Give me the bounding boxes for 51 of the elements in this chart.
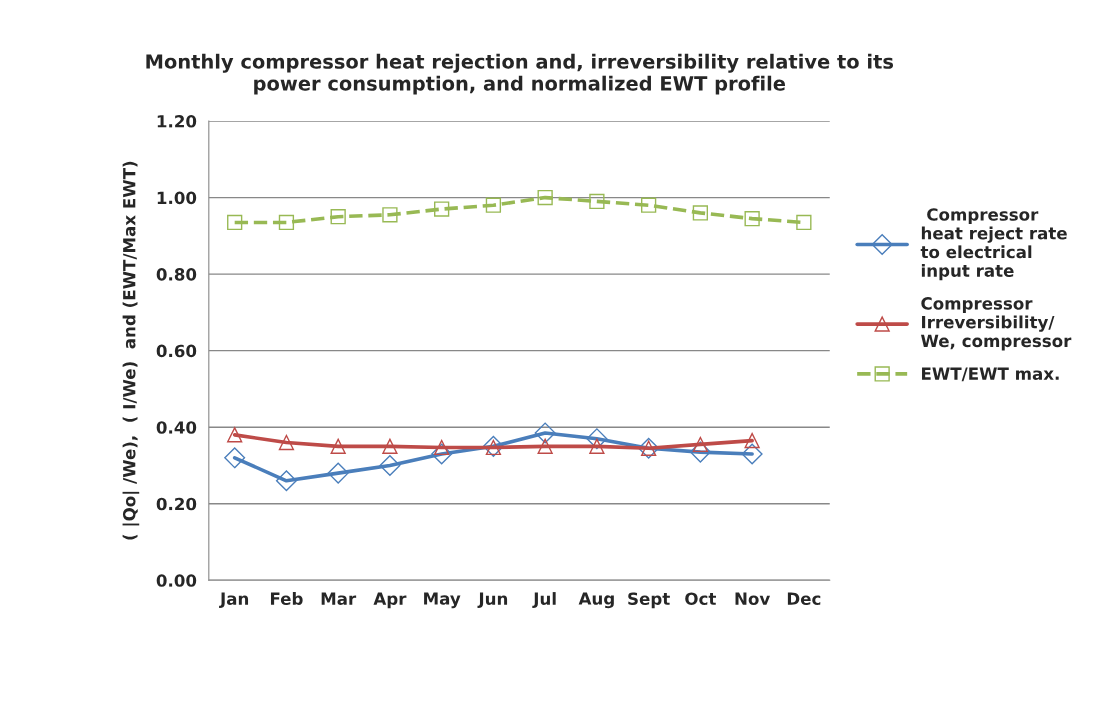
point (485, 197, 502, 213)
x-tick-label: Nov (735, 592, 771, 605)
point (589, 193, 605, 210)
x-tick-label: May (424, 592, 461, 609)
y-tick-label: 1.00 (157, 191, 197, 205)
y-axis-title: ( |Qo| /We), ( I/We) and (EWT/Max EWT) (122, 161, 140, 540)
point (275, 470, 297, 492)
legend-label: EWT/EWT max. (922, 367, 1059, 382)
y-tick-label: 0.00 (156, 574, 197, 587)
point (224, 447, 246, 469)
point (534, 422, 556, 444)
point (431, 443, 453, 465)
legend-label: Compressor Irreversibility/ We, compressor (920, 297, 1072, 351)
y-tick-label: 0.80 (156, 268, 197, 281)
x-tick-label: Jan (219, 592, 249, 609)
point (744, 210, 760, 227)
x-tick-label: Oct (685, 592, 717, 605)
point (537, 438, 553, 454)
chart-title: Monthly compressor heat rejection and, irreversibility relative to its power consumption, and normalized EWT profile (146, 53, 894, 95)
point (537, 189, 553, 206)
x-tick-label: Jun (477, 592, 508, 609)
point (227, 214, 243, 231)
y-tick-label: 0.20 (156, 497, 197, 511)
x-tick-label: Aug (578, 592, 614, 609)
x-tick-label: Sept (628, 592, 670, 609)
point (382, 438, 398, 454)
point (796, 214, 812, 231)
y-tick-label: 0.60 (156, 344, 197, 358)
point (330, 209, 346, 225)
point (278, 434, 295, 451)
point (640, 197, 657, 213)
point (692, 205, 709, 221)
legend-label: Compressor heat reject rate to electrical input rate (920, 208, 1067, 281)
point (689, 441, 711, 463)
point (741, 443, 763, 465)
point (434, 201, 450, 217)
x-tick-label: Feb (270, 592, 303, 605)
x-tick-label: Apr (373, 592, 407, 609)
y-tick-label: 1.20 (157, 115, 197, 128)
x-tick-label: Dec (787, 592, 821, 605)
x-tick-label: Jul (532, 592, 556, 609)
point (744, 432, 760, 449)
y-tick-label: 0.40 (156, 421, 197, 434)
x-tick-label: Mar (321, 592, 357, 605)
point (227, 427, 243, 443)
point (327, 462, 349, 484)
point (330, 438, 346, 454)
point (379, 454, 401, 476)
point (382, 207, 398, 223)
point (278, 214, 295, 231)
point (586, 428, 608, 450)
